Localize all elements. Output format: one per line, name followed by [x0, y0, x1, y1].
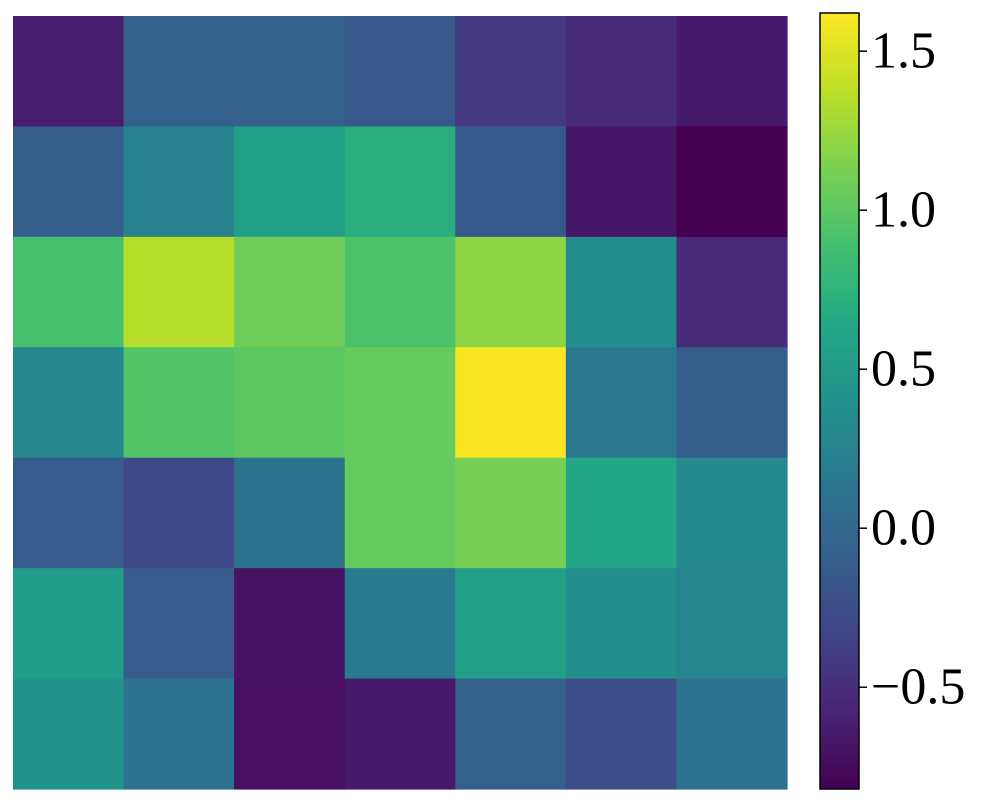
- colorbar-tick-label: 0.0: [871, 500, 936, 557]
- heatmap-cell-r4-c3: [344, 457, 456, 569]
- colorbar-tick-label: 1.5: [871, 23, 936, 80]
- heatmap-cell-r2-c2: [234, 236, 346, 348]
- heatmap-cell-r6-c3: [344, 678, 456, 790]
- heatmap-cell-r6-c4: [455, 678, 567, 790]
- colorbar-tick-label: 1.0: [871, 182, 936, 239]
- heatmap-cell-r2-c0: [13, 236, 125, 348]
- heatmap-cell-r5-c0: [13, 568, 125, 680]
- heatmap-cell-r4-c6: [676, 457, 788, 569]
- heatmap-cell-r3-c0: [13, 347, 125, 459]
- heatmap-cell-r5-c3: [344, 568, 456, 680]
- heatmap-cell-r6-c1: [123, 678, 235, 790]
- heatmap-cell-r5-c1: [123, 568, 235, 680]
- heatmap-cell-r2-c4: [455, 236, 567, 348]
- heatmap-cell-r4-c1: [123, 457, 235, 569]
- heatmap-cell-r1-c6: [676, 126, 788, 238]
- heatmap-cell-r1-c0: [13, 126, 125, 238]
- heatmap-cell-r3-c3: [344, 347, 456, 459]
- heatmap-cell-r3-c5: [565, 347, 678, 459]
- colorbar: −0.5 0.0 0.5 1.0 1.5: [819, 12, 965, 790]
- heatmap-cell-r1-c3: [344, 126, 456, 238]
- heatmap-cell-r1-c4: [455, 126, 567, 238]
- heatmap-cell-r6-c0: [13, 678, 125, 790]
- heatmap-grid: [13, 16, 788, 790]
- heatmap-cell-r5-c4: [455, 568, 567, 680]
- heatmap-cell-r0-c0: [13, 16, 125, 128]
- colorbar-tick-label: 0.5: [871, 341, 936, 398]
- heatmap-cell-r1-c5: [565, 126, 678, 238]
- heatmap-cell-r5-c5: [565, 568, 678, 680]
- heatmap-cell-r0-c5: [565, 16, 678, 128]
- heatmap-cell-r1-c2: [234, 126, 346, 238]
- heatmap-cell-r3-c1: [123, 347, 235, 459]
- heatmap-cell-r6-c6: [676, 678, 788, 790]
- heatmap-cell-r4-c0: [13, 457, 125, 569]
- heatmap-cell-r0-c1: [123, 16, 235, 128]
- heatmap-cell-r0-c2: [234, 16, 346, 128]
- heatmap-cell-r5-c2: [234, 568, 346, 680]
- heatmap-cell-r2-c6: [676, 236, 788, 348]
- colorbar-gradient: [819, 12, 860, 790]
- heatmap-cell-r2-c1: [123, 236, 235, 348]
- heatmap-cell-r0-c6: [676, 16, 788, 128]
- heatmap-cell-r6-c5: [565, 678, 678, 790]
- heatmap-cell-r2-c3: [344, 236, 456, 348]
- heatmap-cell-r4-c2: [234, 457, 346, 569]
- colorbar-tick-label: −0.5: [871, 659, 965, 716]
- heatmap-cell-r3-c4: [455, 347, 567, 459]
- heatmap-cell-r6-c2: [234, 678, 346, 790]
- heatmap-cell-r2-c5: [565, 236, 678, 348]
- heatmap-cell-r3-c6: [676, 347, 788, 459]
- heatmap-cell-r4-c4: [455, 457, 567, 569]
- heatmap-cell-r3-c2: [234, 347, 346, 459]
- heatmap-cell-r5-c6: [676, 568, 788, 680]
- heatmap-cell-r4-c5: [565, 457, 678, 569]
- heatmap-cell-r0-c3: [344, 16, 456, 128]
- heatmap-cell-r1-c1: [123, 126, 235, 238]
- heatmap-cell-r0-c4: [455, 16, 567, 128]
